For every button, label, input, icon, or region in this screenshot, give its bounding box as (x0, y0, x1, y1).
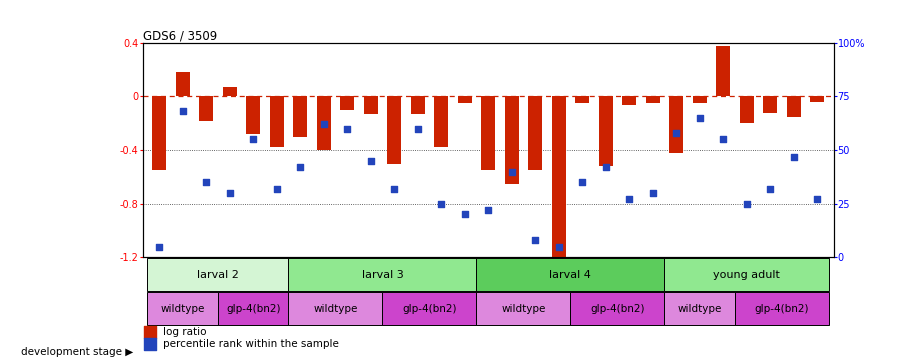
Bar (223, 87, 237, 96)
Bar (693, 96, 706, 103)
Bar (218, 292, 288, 325)
Text: young adult: young adult (713, 270, 780, 280)
Bar (505, 96, 519, 183)
Bar (763, 96, 777, 112)
Bar (147, 258, 288, 291)
Bar (740, 96, 753, 123)
Bar (152, 96, 167, 170)
Point (575, 180, 589, 185)
Bar (288, 258, 476, 291)
Text: development stage ▶: development stage ▶ (21, 347, 134, 357)
Point (763, 186, 777, 192)
Bar (716, 46, 730, 96)
Text: glp-4(bn2): glp-4(bn2) (590, 304, 645, 314)
Bar (481, 96, 495, 170)
Bar (293, 96, 308, 137)
Point (246, 136, 261, 142)
Bar (411, 96, 425, 114)
Point (528, 237, 542, 243)
Text: wildtype: wildtype (501, 304, 545, 314)
Text: GDS6 / 3509: GDS6 / 3509 (143, 30, 217, 43)
Bar (270, 96, 284, 147)
Text: log ratio: log ratio (164, 327, 207, 337)
Bar (810, 96, 824, 102)
Point (646, 190, 660, 196)
Text: wildtype: wildtype (313, 304, 357, 314)
Point (316, 121, 331, 127)
Point (363, 158, 378, 164)
Point (222, 190, 237, 196)
Bar (552, 96, 565, 260)
Point (716, 136, 730, 142)
Point (693, 115, 707, 121)
Point (457, 212, 472, 217)
Point (410, 126, 425, 131)
Bar (528, 96, 542, 170)
Text: wildtype: wildtype (678, 304, 722, 314)
Point (787, 154, 801, 159)
Point (142, 341, 157, 347)
Point (740, 201, 754, 207)
Bar (476, 292, 570, 325)
Point (269, 186, 284, 192)
Point (622, 197, 636, 202)
Bar (669, 96, 683, 153)
Text: percentile rank within the sample: percentile rank within the sample (164, 339, 339, 349)
Bar (646, 96, 659, 103)
Point (669, 130, 683, 136)
Point (142, 329, 157, 335)
Bar (622, 96, 636, 105)
Text: larval 4: larval 4 (550, 270, 591, 280)
Bar (382, 292, 476, 325)
Point (152, 244, 167, 250)
Point (810, 197, 824, 202)
Bar (387, 96, 402, 164)
Bar (570, 292, 664, 325)
Bar (176, 72, 190, 96)
Bar (787, 96, 800, 117)
Text: wildtype: wildtype (160, 304, 204, 314)
Bar (199, 96, 214, 121)
Bar (147, 292, 218, 325)
Point (481, 207, 495, 213)
Bar (599, 96, 612, 166)
Bar (664, 258, 829, 291)
Bar (476, 258, 664, 291)
Point (293, 165, 308, 170)
Text: glp-4(bn2): glp-4(bn2) (226, 304, 280, 314)
Point (552, 244, 566, 250)
Text: larval 3: larval 3 (362, 270, 403, 280)
Point (199, 180, 214, 185)
Text: glp-4(bn2): glp-4(bn2) (754, 304, 809, 314)
Bar (340, 96, 355, 110)
Point (387, 186, 402, 192)
Bar (664, 292, 735, 325)
Bar (317, 96, 331, 150)
Bar (735, 292, 829, 325)
Text: glp-4(bn2): glp-4(bn2) (402, 304, 457, 314)
Bar (364, 96, 378, 114)
Point (340, 126, 355, 131)
Point (175, 109, 190, 114)
Bar (434, 96, 449, 147)
Point (434, 201, 449, 207)
Text: larval 2: larval 2 (197, 270, 239, 280)
Point (505, 169, 519, 175)
Bar (246, 96, 261, 134)
Bar (458, 96, 472, 103)
Bar (288, 292, 382, 325)
Point (599, 165, 613, 170)
Bar (575, 96, 589, 103)
